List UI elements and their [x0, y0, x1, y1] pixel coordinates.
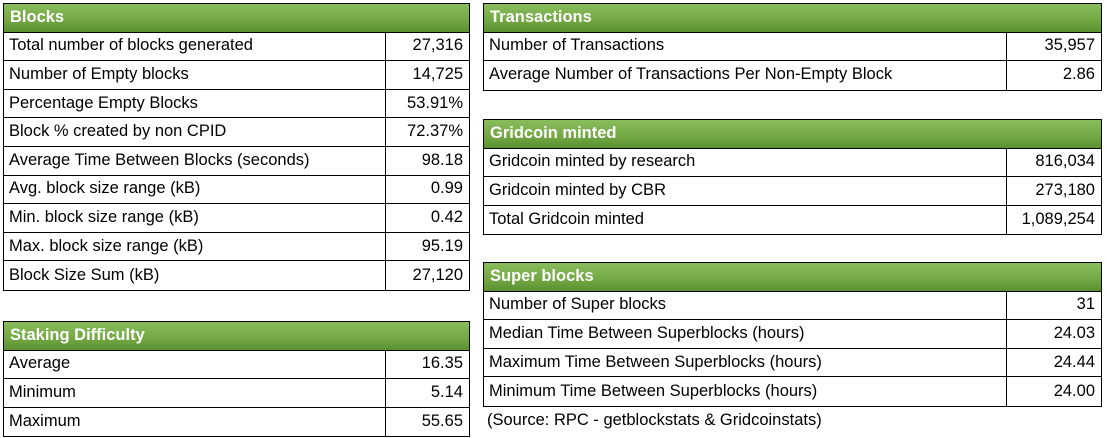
source-note: (Source: RPC - getblockstats & Gridcoins… — [487, 411, 822, 429]
table-row: Percentage Empty Blocks 53.91% — [4, 89, 469, 119]
row-label: Min. block size range (kB) — [9, 207, 199, 226]
row-label: Number of Transactions — [489, 36, 665, 55]
table-row: Block Size Sum (kB) 27,120 — [4, 261, 469, 290]
row-value: 24.03 — [1006, 320, 1101, 348]
super-blocks-table-title: Super blocks — [490, 266, 594, 285]
row-label: Maximum Time Between Superblocks (hours) — [489, 352, 822, 371]
row-value: 53.91% — [385, 89, 469, 118]
table-row: Average 16.35 — [4, 350, 469, 380]
row-label: Block % created by non CPID — [9, 122, 227, 141]
table-row: Total number of blocks generated 27,316 — [4, 32, 469, 62]
blocks-table: Blocks Total number of blocks generated … — [3, 3, 470, 291]
row-label: Minimum Time Between Superblocks (hours) — [489, 381, 818, 400]
super-blocks-table-header: Super blocks — [484, 263, 1101, 292]
transactions-table: Transactions Number of Transactions 35,9… — [483, 3, 1102, 91]
staking-difficulty-table-header: Staking Difficulty — [4, 322, 469, 351]
table-row: Number of Super blocks 31 — [484, 291, 1101, 321]
staking-difficulty-table: Staking Difficulty Average 16.35 Minimum… — [3, 321, 470, 438]
row-label: Number of Empty blocks — [9, 64, 189, 83]
row-value: 0.99 — [385, 175, 469, 204]
row-value: 0.42 — [385, 204, 469, 232]
row-value: 98.18 — [385, 146, 469, 175]
gridcoin-minted-table: Gridcoin minted Gridcoin minted by resea… — [483, 119, 1102, 236]
row-value: 31 — [1006, 291, 1101, 320]
table-row: Total Gridcoin minted 1,089,254 — [484, 205, 1101, 235]
row-label: Minimum — [9, 382, 76, 401]
row-label: Block Size Sum (kB) — [9, 265, 160, 284]
row-value: 95.19 — [385, 232, 469, 261]
row-value: 816,034 — [1006, 148, 1101, 177]
row-value: 35,957 — [1006, 32, 1101, 61]
table-row: Median Time Between Superblocks (hours) … — [484, 320, 1101, 349]
table-row: Maximum Time Between Superblocks (hours)… — [484, 348, 1101, 378]
row-value: 2.86 — [1006, 61, 1101, 90]
super-blocks-table: Super blocks Number of Super blocks 31 M… — [483, 262, 1102, 407]
staking-difficulty-table-title: Staking Difficulty — [10, 325, 145, 344]
row-value: 24.44 — [1006, 348, 1101, 377]
row-label: Median Time Between Superblocks (hours) — [489, 323, 805, 342]
row-label: Max. block size range (kB) — [9, 236, 204, 255]
row-label: Number of Super blocks — [489, 295, 666, 314]
row-label: Gridcoin minted by research — [489, 152, 696, 171]
table-row: Average Number of Transactions Per Non-E… — [484, 61, 1101, 90]
row-value: 14,725 — [385, 61, 469, 89]
table-row: Gridcoin minted by CBR 273,180 — [484, 177, 1101, 206]
table-row: Avg. block size range (kB) 0.99 — [4, 175, 469, 205]
row-label: Total number of blocks generated — [9, 36, 253, 55]
row-label: Total Gridcoin minted — [489, 210, 644, 229]
row-value: 27,120 — [385, 261, 469, 290]
row-label: Gridcoin minted by CBR — [489, 180, 666, 199]
table-row: Min. block size range (kB) 0.42 — [4, 204, 469, 233]
blocks-table-header: Blocks — [4, 4, 469, 33]
row-value: 16.35 — [385, 350, 469, 379]
row-value: 1,089,254 — [1006, 205, 1101, 235]
table-row: Max. block size range (kB) 95.19 — [4, 232, 469, 262]
table-row: Average Time Between Blocks (seconds) 98… — [4, 146, 469, 176]
gridcoin-minted-table-title: Gridcoin minted — [490, 123, 617, 142]
table-row: Number of Transactions 35,957 — [484, 32, 1101, 62]
blocks-table-title: Blocks — [10, 7, 65, 26]
row-label: Average Number of Transactions Per Non-E… — [489, 65, 893, 84]
table-row: Maximum 55.65 — [4, 407, 469, 437]
transactions-table-header: Transactions — [484, 4, 1101, 33]
row-label: Average — [9, 354, 71, 373]
row-label: Average Time Between Blocks (seconds) — [9, 150, 310, 169]
table-row: Number of Empty blocks 14,725 — [4, 61, 469, 90]
row-value: 27,316 — [385, 32, 469, 61]
row-label: Percentage Empty Blocks — [9, 93, 198, 112]
row-value: 5.14 — [385, 379, 469, 407]
table-row: Minimum 5.14 — [4, 379, 469, 408]
table-row: Minimum Time Between Superblocks (hours)… — [484, 377, 1101, 406]
table-row: Gridcoin minted by research 816,034 — [484, 148, 1101, 178]
gridcoin-minted-table-header: Gridcoin minted — [484, 120, 1101, 149]
row-value: 24.00 — [1006, 377, 1101, 406]
row-value: 55.65 — [385, 407, 469, 437]
row-value: 273,180 — [1006, 177, 1101, 205]
table-row: Block % created by non CPID 72.37% — [4, 118, 469, 147]
row-label: Avg. block size range (kB) — [9, 179, 201, 198]
transactions-table-title: Transactions — [490, 7, 592, 26]
row-label: Maximum — [9, 412, 81, 431]
row-value: 72.37% — [385, 118, 469, 146]
